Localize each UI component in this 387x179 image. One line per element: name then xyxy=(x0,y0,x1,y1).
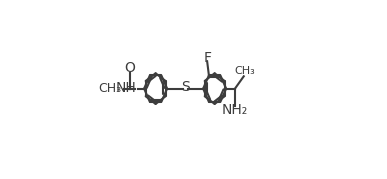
Text: CH₃: CH₃ xyxy=(234,66,255,76)
Text: NH: NH xyxy=(115,81,136,95)
Text: F: F xyxy=(203,51,211,65)
Text: NH₂: NH₂ xyxy=(222,103,248,117)
Text: S: S xyxy=(181,80,190,94)
Text: O: O xyxy=(125,61,135,75)
Text: CH₃: CH₃ xyxy=(98,82,121,95)
